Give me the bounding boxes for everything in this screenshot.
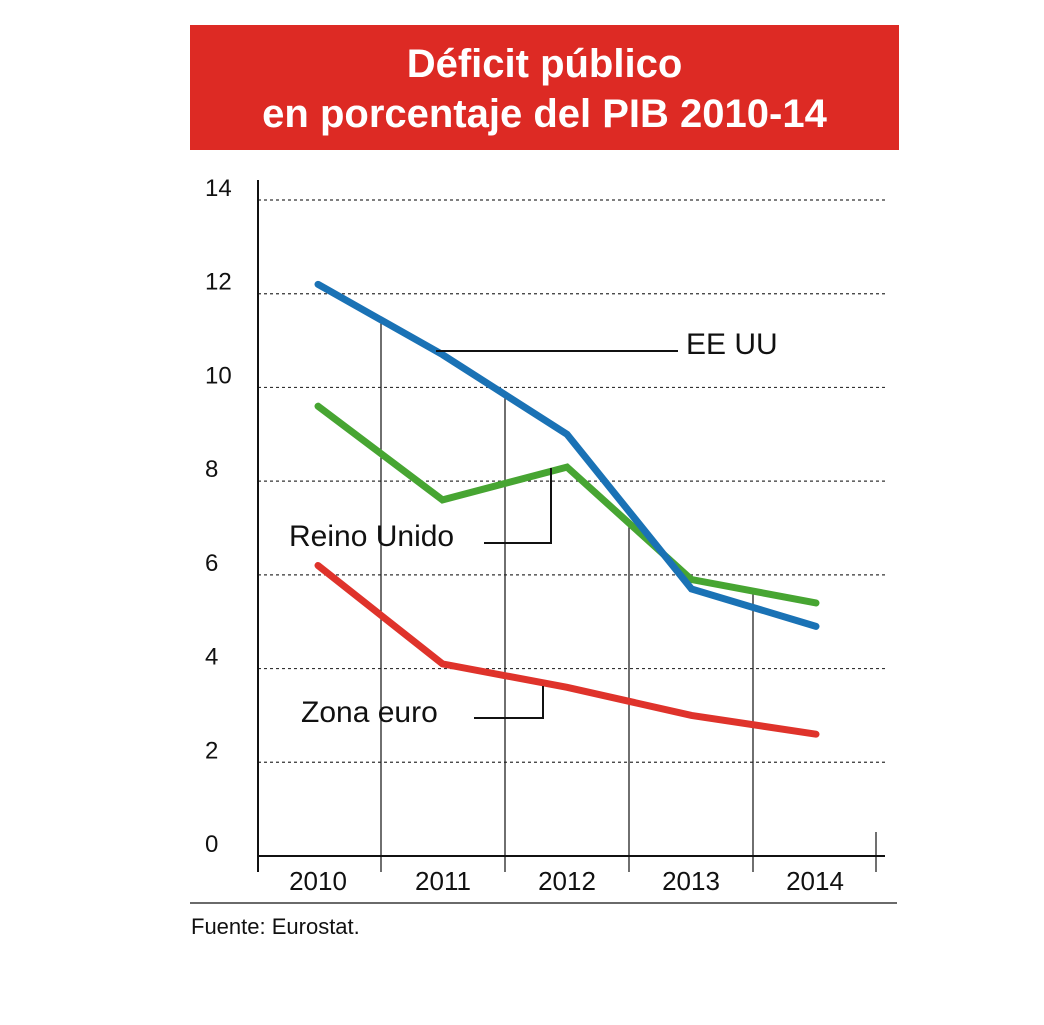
series-label-reino-unido: Reino Unido xyxy=(289,520,454,553)
title-line-1: Déficit público xyxy=(406,42,683,86)
x-tick-label-2013: 2013 xyxy=(662,866,720,896)
y-tick-label-12: 12 xyxy=(205,269,232,296)
leader-reino-unido xyxy=(484,468,552,544)
y-tick-label-14: 14 xyxy=(205,175,232,202)
y-tick-label-2: 2 xyxy=(205,737,218,764)
series-line-ee-uu xyxy=(314,280,820,630)
x-tick-label-2010: 2010 xyxy=(289,866,347,896)
y-tick-label-6: 6 xyxy=(205,550,218,577)
series-line-reino-unido xyxy=(314,402,820,607)
y-tick-label-8: 8 xyxy=(205,456,218,483)
y-tick-label-0: 0 xyxy=(205,831,218,858)
series-line-zona-euro xyxy=(314,561,820,738)
x-tick-label-2014: 2014 xyxy=(786,866,844,896)
y-tick-label-10: 10 xyxy=(205,362,232,389)
series-label-zona-euro: Zona euro xyxy=(301,696,438,729)
leader-zona-euro xyxy=(474,686,544,719)
x-tick-label-2011: 2011 xyxy=(415,866,471,896)
title-banner: Déficit público en porcentaje del PIB 20… xyxy=(190,25,899,150)
y-tick-label-4: 4 xyxy=(205,644,218,671)
source-note: Fuente: Eurostat. xyxy=(191,914,360,939)
x-tick-label-2012: 2012 xyxy=(538,866,596,896)
series-label-ee-uu: EE UU xyxy=(686,328,778,361)
title-line-2: en porcentaje del PIB 2010-14 xyxy=(262,92,827,136)
